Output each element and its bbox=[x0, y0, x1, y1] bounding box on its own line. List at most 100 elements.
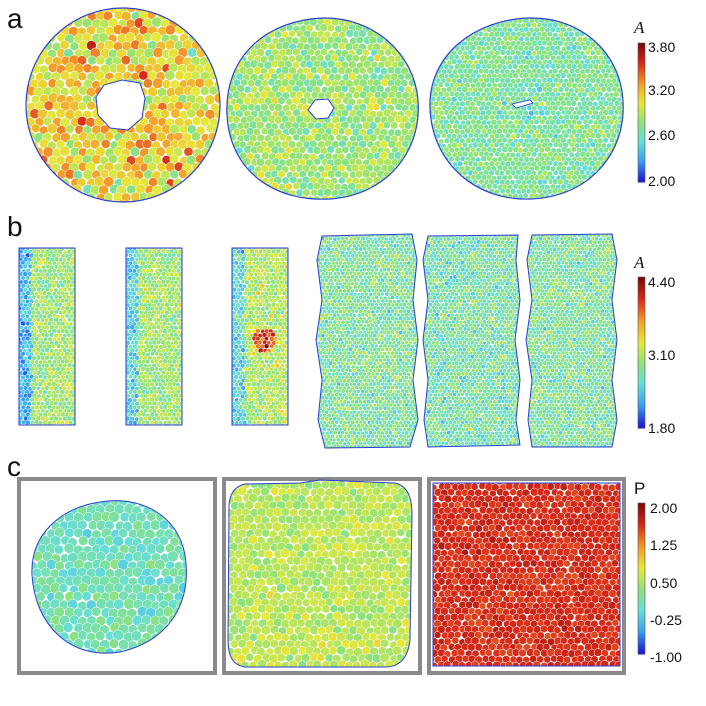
cell bbox=[430, 49, 437, 57]
cell bbox=[432, 45, 440, 53]
cell bbox=[26, 193, 28, 202]
cell bbox=[13, 321, 18, 326]
cell bbox=[151, 16, 162, 28]
cell bbox=[436, 50, 443, 57]
cell bbox=[233, 176, 242, 186]
cell bbox=[19, 379, 20, 383]
cell bbox=[119, 321, 124, 326]
cell bbox=[434, 17, 442, 20]
cell bbox=[56, 200, 66, 202]
cell bbox=[43, 10, 54, 21]
cell bbox=[200, 176, 211, 188]
cell bbox=[574, 188, 581, 196]
cell bbox=[536, 86, 543, 93]
cell bbox=[618, 17, 624, 24]
cell bbox=[119, 329, 123, 333]
cell bbox=[407, 31, 417, 40]
cell bbox=[119, 420, 124, 425]
cell bbox=[608, 175, 615, 182]
cell bbox=[610, 40, 618, 48]
cell bbox=[398, 183, 407, 192]
cell bbox=[164, 192, 175, 202]
cell bbox=[440, 31, 447, 38]
cell bbox=[525, 151, 532, 157]
cell bbox=[420, 69, 425, 74]
cell bbox=[597, 35, 605, 43]
cell bbox=[464, 184, 471, 191]
cell bbox=[264, 305, 270, 312]
cell bbox=[625, 119, 631, 125]
cell bbox=[441, 179, 448, 186]
cell bbox=[28, 170, 40, 181]
cell bbox=[433, 27, 440, 34]
cell bbox=[292, 182, 301, 190]
colorbar-a-tick: 3.20 bbox=[648, 82, 675, 98]
cell bbox=[592, 192, 599, 199]
cell bbox=[169, 8, 181, 14]
cell bbox=[235, 17, 245, 21]
cell bbox=[461, 170, 468, 176]
cell bbox=[26, 18, 31, 29]
cell bbox=[538, 109, 546, 117]
cell bbox=[13, 49, 22, 58]
cell bbox=[160, 109, 170, 119]
cell bbox=[209, 191, 220, 202]
cell bbox=[147, 423, 153, 425]
cell bbox=[12, 420, 16, 424]
cell bbox=[190, 10, 201, 20]
cell bbox=[613, 35, 621, 43]
cell bbox=[520, 17, 527, 19]
cell bbox=[423, 36, 429, 42]
cell bbox=[218, 101, 220, 111]
cell bbox=[491, 183, 499, 190]
cell bbox=[377, 194, 386, 200]
cell bbox=[199, 86, 210, 96]
cell bbox=[621, 31, 624, 39]
cell bbox=[215, 49, 223, 57]
cell bbox=[345, 103, 353, 112]
cell bbox=[546, 197, 554, 200]
cell bbox=[437, 45, 445, 53]
cell bbox=[565, 192, 572, 199]
cell bbox=[432, 183, 439, 190]
cell bbox=[232, 273, 233, 277]
cell bbox=[408, 202, 415, 209]
cell bbox=[263, 194, 273, 200]
cell bbox=[28, 49, 39, 60]
cell bbox=[576, 193, 583, 200]
cell bbox=[238, 163, 248, 173]
cell bbox=[30, 16, 41, 28]
cell bbox=[215, 183, 222, 190]
cell bbox=[218, 67, 226, 75]
cell bbox=[247, 19, 256, 27]
cell bbox=[232, 296, 233, 299]
cell bbox=[186, 199, 198, 202]
cell bbox=[395, 201, 402, 208]
cell bbox=[603, 183, 610, 190]
cell bbox=[53, 400, 59, 406]
cell bbox=[109, 199, 120, 202]
cell bbox=[432, 174, 440, 181]
cell bbox=[278, 17, 288, 20]
cell-field bbox=[232, 248, 288, 425]
cell bbox=[420, 31, 426, 37]
cell bbox=[228, 195, 237, 200]
cell bbox=[461, 22, 469, 29]
cell bbox=[203, 200, 214, 202]
cell bbox=[29, 154, 40, 165]
cell bbox=[217, 131, 220, 141]
cell bbox=[338, 176, 346, 185]
cell bbox=[404, 157, 413, 167]
cell bbox=[26, 41, 28, 52]
cell bbox=[19, 304, 20, 307]
cell bbox=[355, 48, 363, 56]
cell bbox=[397, 35, 407, 45]
cell bbox=[26, 64, 33, 75]
cell bbox=[119, 344, 124, 349]
cell bbox=[126, 349, 127, 352]
cell bbox=[434, 179, 442, 187]
cell bbox=[31, 294, 37, 300]
cell bbox=[441, 132, 447, 139]
cell bbox=[618, 165, 624, 172]
